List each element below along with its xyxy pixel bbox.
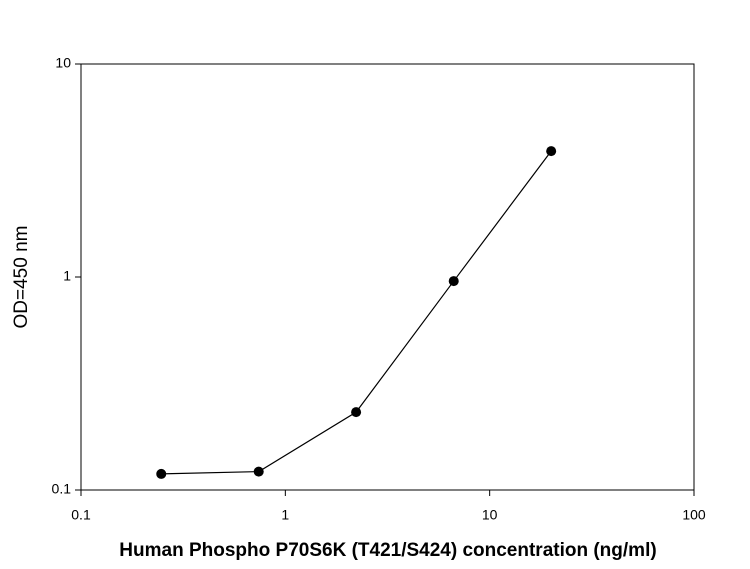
y-axis-title: OD=450 nm bbox=[11, 226, 32, 329]
x-tick-label: 100 bbox=[682, 507, 706, 523]
data-point bbox=[253, 466, 264, 477]
plot-frame bbox=[80, 63, 695, 491]
data-point bbox=[448, 276, 459, 287]
y-tick-label: 10 bbox=[55, 55, 71, 71]
data-point bbox=[156, 468, 167, 479]
y-tick-label: 1 bbox=[63, 268, 71, 284]
x-tick-label: 10 bbox=[482, 507, 498, 523]
x-tick-label: 0.1 bbox=[71, 507, 91, 523]
data-line bbox=[161, 150, 552, 475]
x-tick-label: 1 bbox=[281, 507, 289, 523]
data-point bbox=[546, 146, 557, 157]
x-axis-title: Human Phospho P70S6K (T421/S424) concent… bbox=[119, 540, 656, 561]
data-point bbox=[351, 407, 362, 418]
y-tick-label: 0.1 bbox=[52, 481, 72, 497]
